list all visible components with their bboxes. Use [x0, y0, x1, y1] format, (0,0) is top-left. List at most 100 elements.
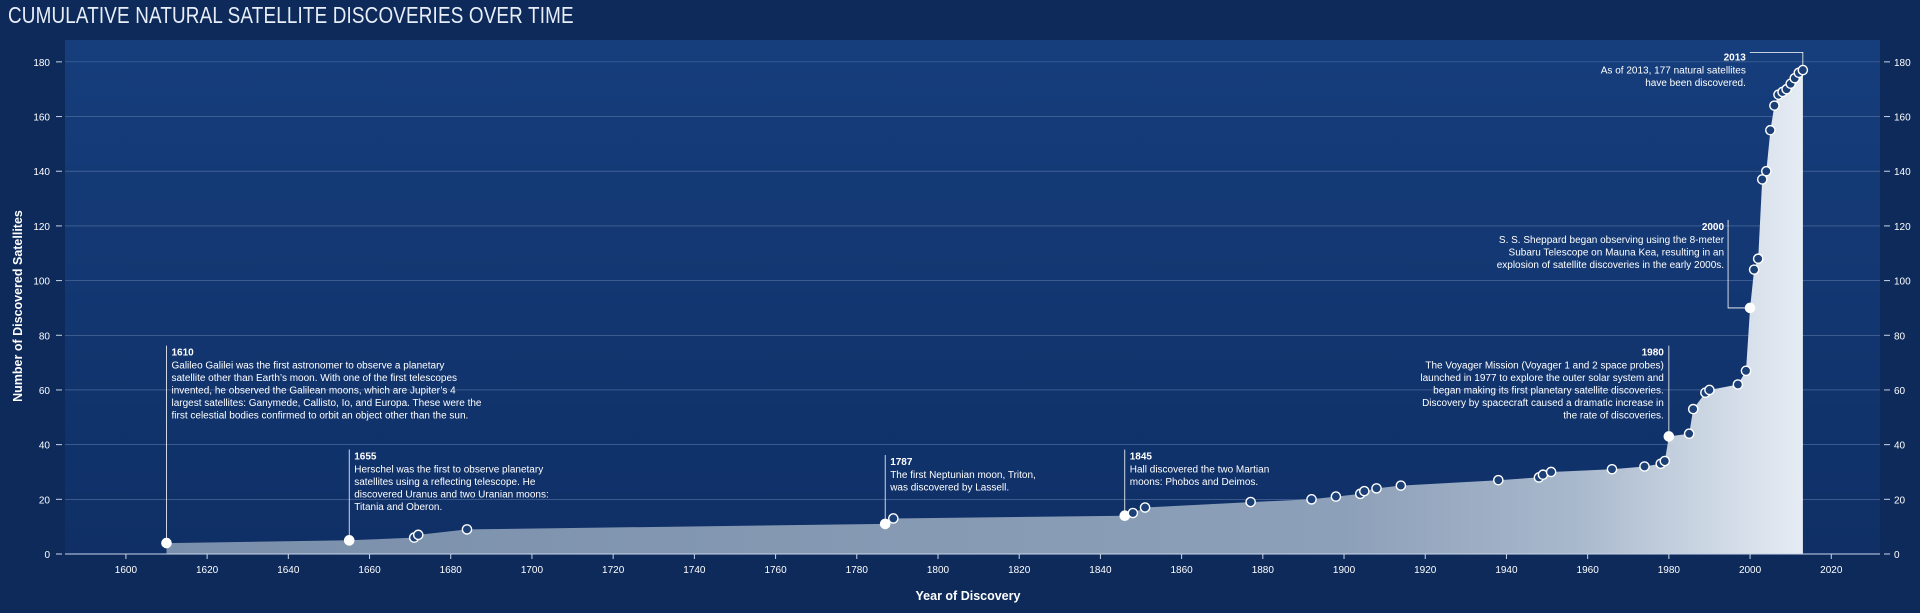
data-point — [1797, 64, 1809, 76]
data-point — [1732, 379, 1744, 390]
y-tick-label-left: 140 — [33, 167, 50, 178]
y-tick-label-right: 60 — [1894, 386, 1906, 397]
data-point — [1245, 496, 1256, 508]
data-point — [888, 513, 899, 524]
annotation-year: 2013 — [1724, 52, 1747, 63]
y-tick-label-left: 0 — [44, 550, 50, 561]
data-point — [1756, 174, 1768, 185]
y-tick-label-left: 40 — [39, 441, 51, 452]
data-point — [1127, 507, 1139, 519]
annotation-text-line: discovered Uranus and two Uranian moons: — [354, 490, 549, 501]
data-point — [1765, 124, 1776, 136]
annotation-text-line: The Voyager Mission (Voyager 1 and 2 spa… — [1425, 361, 1663, 372]
data-point — [1748, 264, 1760, 275]
x-tick-label: 1660 — [358, 565, 381, 576]
data-point — [461, 524, 473, 535]
data-point — [1744, 302, 1756, 314]
annotation-text-line: Herschel was the first to observe planet… — [354, 465, 543, 476]
annotation-text-line: satellite other than Earth’s moon. With … — [172, 373, 458, 384]
annotation-text-line: Subaru Telescope on Mauna Kea, resulting… — [1509, 247, 1725, 258]
x-tick-label: 1880 — [1252, 565, 1275, 576]
x-tick-label: 1620 — [196, 565, 219, 576]
y-tick-label-left: 20 — [39, 495, 51, 506]
data-point — [1752, 253, 1764, 265]
annotation-text-line: Discovery by spacecraft caused a dramati… — [1422, 398, 1664, 409]
x-tick-label: 1840 — [1089, 565, 1112, 576]
data-point — [412, 529, 424, 541]
data-point — [1395, 480, 1407, 491]
x-tick-label: 1700 — [521, 565, 544, 576]
annotation-leader-line — [1727, 219, 1746, 309]
x-tick-label: 1800 — [927, 565, 950, 576]
annotation-text-line: satellites using a reflecting telescope.… — [354, 477, 536, 488]
x-tick-label: 1980 — [1658, 565, 1681, 576]
data-point — [1687, 403, 1699, 415]
y-tick-label-right: 0 — [1894, 550, 1900, 561]
y-tick-label-left: 180 — [33, 58, 50, 69]
data-point — [1683, 428, 1695, 440]
x-tick-label: 1760 — [764, 565, 787, 576]
annotation-text-line: moons: Phobos and Deimos. — [1130, 477, 1258, 488]
y-tick-label-left: 80 — [39, 331, 51, 342]
x-tick-label: 1960 — [1577, 565, 1600, 576]
data-point — [1639, 461, 1650, 472]
y-tick-label-right: 80 — [1894, 331, 1906, 342]
data-point — [1306, 494, 1317, 505]
y-tick-label-right: 40 — [1894, 441, 1906, 452]
x-tick-label: 1920 — [1414, 565, 1437, 576]
x-tick-label: 1600 — [115, 565, 138, 576]
x-axis-label: Year of Discovery — [916, 589, 1021, 603]
annotation-text-line: launched in 1977 to explore the outer so… — [1420, 373, 1664, 384]
x-tick-label: 1740 — [683, 565, 706, 576]
y-tick-label-left: 160 — [33, 113, 50, 124]
x-tick-label: 1780 — [846, 565, 869, 576]
annotation-text-line: The first Neptunian moon, Triton, — [890, 470, 1036, 481]
data-point — [1761, 165, 1772, 177]
annotation-year: 1655 — [354, 452, 377, 463]
data-point — [879, 518, 891, 530]
data-point — [1493, 474, 1504, 486]
chart-title: Cumulative Natural Satellite Discoveries… — [8, 2, 574, 28]
data-point — [161, 537, 172, 549]
y-tick-label-left: 60 — [39, 386, 51, 397]
x-tick-label: 1940 — [1495, 565, 1518, 576]
annotations: 1610 Galileo Galilei was the first astron… — [166, 52, 1804, 539]
annotation-text-line: have been discovered. — [1645, 78, 1746, 89]
x-tick-label: 1720 — [602, 565, 625, 576]
data-point — [1139, 502, 1151, 513]
x-tick-label: 1820 — [1008, 565, 1031, 576]
data-point — [1371, 483, 1382, 494]
annotation-text-line: explosion of satellite discoveries in th… — [1497, 260, 1724, 271]
data-point — [1769, 100, 1780, 111]
data-point — [1704, 384, 1715, 396]
annotation-text-line: invented, he observed the Galilean moons… — [172, 386, 457, 397]
x-tick-label: 2020 — [1820, 565, 1843, 576]
y-tick-label-left: 120 — [33, 222, 50, 233]
y-tick-label-right: 160 — [1894, 113, 1911, 124]
y-tick-label-right: 120 — [1894, 222, 1911, 233]
annotation-text-line: largest satellites: Ganymede, Callisto, … — [172, 398, 482, 409]
data-point — [1663, 431, 1675, 442]
annotation-text-line: S. S. Sheppard began observing using the… — [1499, 235, 1725, 246]
y-tick-label-right: 140 — [1894, 167, 1911, 178]
grid-lines — [65, 61, 1880, 500]
data-point — [1545, 466, 1557, 478]
data-point — [1359, 485, 1370, 497]
x-tick-label: 1900 — [1333, 565, 1356, 576]
annotation-year: 2000 — [1702, 222, 1725, 233]
annotation-text-line: As of 2013, 177 natural satellites — [1601, 65, 1746, 76]
x-tick-label: 2000 — [1739, 565, 1762, 576]
annotation-text-line: Galileo Galilei was the first astronomer… — [172, 361, 445, 372]
y-axis-label: Number of Discovered Satellites — [11, 210, 25, 402]
data-point — [343, 535, 355, 546]
annotation-leader-line — [1749, 52, 1804, 66]
x-tick-label: 1680 — [440, 565, 463, 576]
annotation-text-line: was discovered by Lassell. — [889, 483, 1009, 494]
y-tick-label-right: 20 — [1894, 495, 1906, 506]
data-point — [1606, 463, 1618, 475]
data-point — [1659, 455, 1671, 467]
cumulative-area — [166, 70, 1803, 554]
annotation-text-line: began making its first planetary satelli… — [1433, 386, 1664, 397]
